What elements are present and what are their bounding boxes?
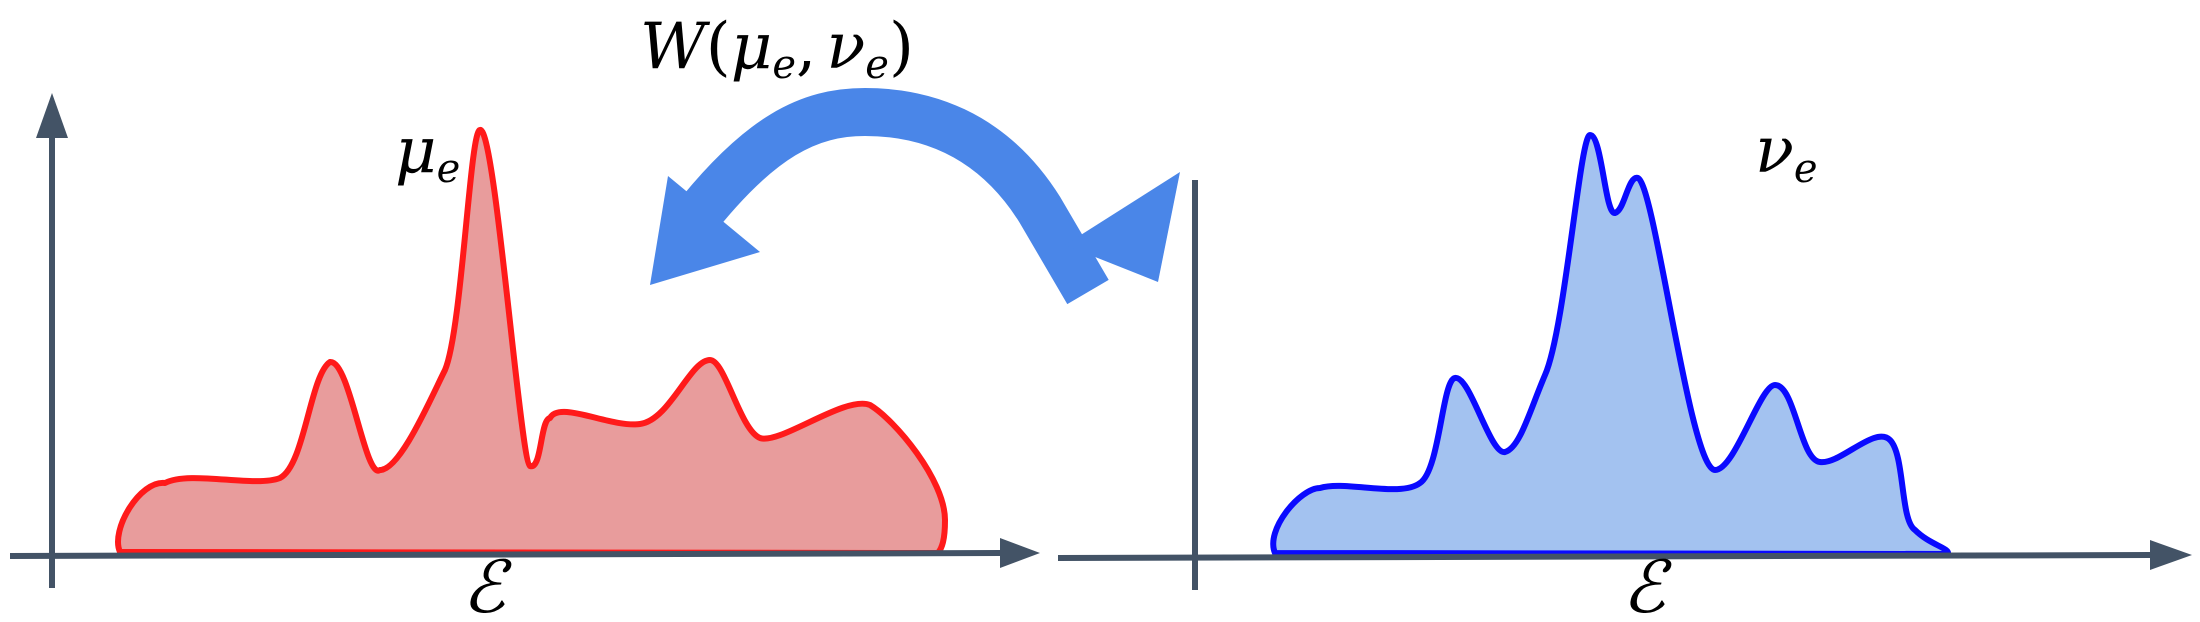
left-x-axis-label: ℰ xyxy=(462,545,512,622)
arrow-arc xyxy=(671,87,1109,305)
nu-distribution xyxy=(1270,132,1951,557)
right-axes xyxy=(1057,180,2192,590)
right-x-axis-label: ℰ xyxy=(1622,545,1672,622)
arrow-head-left xyxy=(650,176,760,285)
left-x-arrowhead xyxy=(1000,538,1040,568)
mu-distribution xyxy=(115,126,948,556)
nu-density-curve xyxy=(1270,132,1951,557)
right-x-arrowhead xyxy=(2150,540,2192,570)
title-formula: W(μe, νe) xyxy=(640,10,914,88)
left-y-arrowhead xyxy=(36,93,68,138)
left-x-axis xyxy=(9,550,1001,559)
mu-density-curve xyxy=(115,126,948,556)
mu-label: μe xyxy=(395,114,460,192)
left-axes xyxy=(9,93,1040,588)
transport-double-arrow xyxy=(650,87,1180,305)
right-x-axis xyxy=(1057,552,2151,561)
arrow-head-right xyxy=(1065,172,1180,282)
nu-label: νe xyxy=(1755,114,1818,192)
